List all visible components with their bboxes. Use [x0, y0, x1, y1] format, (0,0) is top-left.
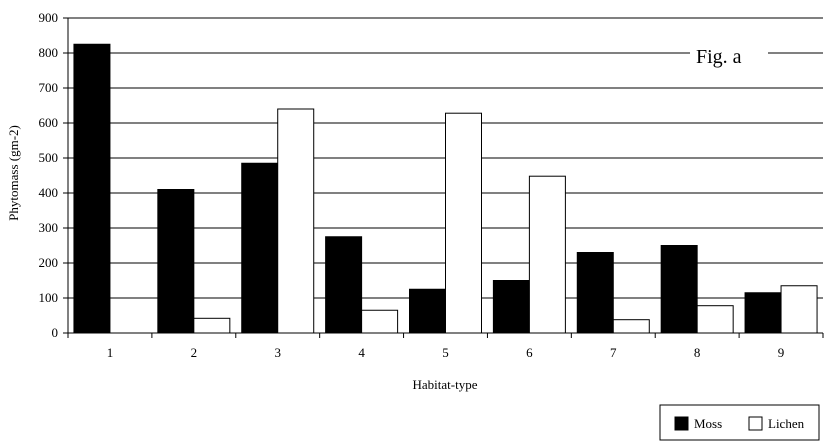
- y-tick-label: 800: [39, 45, 59, 60]
- x-tick-label: 1: [107, 345, 114, 360]
- bar-lichen-9: [780, 285, 818, 334]
- bar-lichen-8: [696, 305, 734, 334]
- y-tick-labels: 0 100 200 300 400 500 600 700 800 900: [39, 10, 59, 340]
- y-tick-label: 200: [39, 255, 59, 270]
- bar-lichen-6: [528, 175, 566, 334]
- x-tick-label: 9: [778, 345, 785, 360]
- legend-swatch-lichen: [748, 416, 763, 431]
- legend: Moss Lichen: [659, 404, 820, 441]
- bar-moss-3: [241, 162, 279, 334]
- y-tick-label: 300: [39, 220, 59, 235]
- y-tick-label: 600: [39, 115, 59, 130]
- y-tick-label: 100: [39, 290, 59, 305]
- legend-label-moss: Moss: [694, 416, 722, 431]
- y-tick-label: 0: [52, 325, 59, 340]
- x-tick-label: 6: [526, 345, 533, 360]
- legend-label-lichen: Lichen: [768, 416, 805, 431]
- bar-moss-2: [157, 189, 195, 334]
- x-tick-label: 3: [274, 345, 281, 360]
- bar-lichen-2: [193, 317, 231, 334]
- x-tick-label: 7: [610, 345, 617, 360]
- y-axis-title: Phytomass (gm-2): [6, 125, 21, 221]
- bar-lichen-4: [361, 309, 399, 334]
- y-tick-label: 500: [39, 150, 59, 165]
- bar-moss-8: [660, 245, 698, 334]
- bar-lichen-5: [445, 112, 482, 334]
- bar-moss-7: [576, 252, 614, 334]
- fig-label-background: [690, 40, 768, 70]
- bar-moss-4: [325, 236, 363, 334]
- bar-moss-9: [744, 292, 782, 334]
- axes: [63, 17, 824, 338]
- bar-moss-5: [409, 288, 446, 334]
- x-axis-title: Habitat-type: [413, 377, 478, 392]
- legend-swatch-moss: [674, 416, 689, 431]
- x-tick-label: 2: [191, 345, 198, 360]
- bars: [73, 43, 818, 334]
- bar-moss-1: [73, 43, 111, 334]
- y-tick-label: 400: [39, 185, 59, 200]
- fig-label: Fig. a: [696, 46, 742, 68]
- bar-lichen-3: [277, 108, 315, 334]
- x-tick-label: 5: [442, 345, 449, 360]
- x-tick-label: 8: [694, 345, 701, 360]
- x-tick-label: 4: [358, 345, 365, 360]
- y-tick-label: 700: [39, 80, 59, 95]
- bar-moss-6: [492, 280, 530, 334]
- x-tick-labels: 1 2 3 4 5 6 7 8 9: [107, 345, 785, 360]
- y-tick-label: 900: [39, 10, 59, 25]
- bar-lichen-7: [612, 319, 650, 334]
